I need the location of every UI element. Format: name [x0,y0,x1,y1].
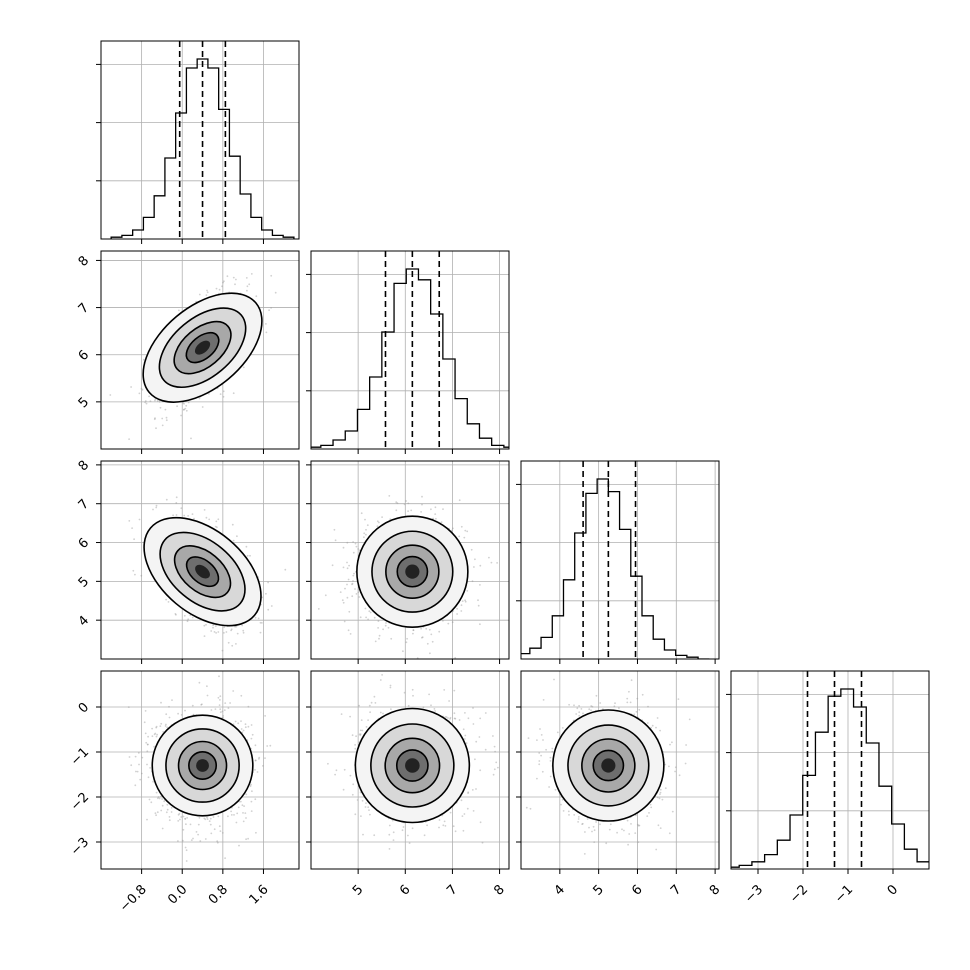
density-fill [152,715,253,816]
contour-1 [159,531,246,612]
panel-frame [730,670,930,870]
scatter-panel-3-1 [306,670,510,874]
contour-lines [151,714,254,817]
density-fill [355,708,470,823]
contour-3 [592,749,625,782]
x-tick-label: −2 [787,882,811,906]
panel-frame [310,250,510,450]
y-tick-label: 8 [76,253,92,269]
histogram-panel-2 [516,460,720,664]
contour-lines [356,515,469,628]
y-tick-label: 6 [76,348,92,364]
panel-frame [100,460,300,660]
contour-2 [177,740,228,791]
x-tick-label: 8 [707,882,723,898]
contour-0 [552,709,665,822]
contour-0 [142,292,263,403]
x-tick-label: −0.8 [117,882,150,915]
contour-2 [173,545,232,599]
histogram-step [110,58,295,239]
contour-3 [396,555,429,588]
scatter-panel-1-0 [96,250,300,454]
histogram-step [311,268,509,448]
contour-1 [567,724,650,807]
contour-0 [356,515,469,628]
y-tick-label: 7 [76,301,92,317]
contour-0 [354,707,471,824]
histogram-panel-0 [96,40,300,244]
x-tick-label: 5 [350,882,366,898]
x-tick-label: −3 [742,882,766,906]
contour-1 [165,728,240,803]
contour-3 [395,749,429,782]
x-tick-label: 4 [552,882,568,898]
panel-frame [520,460,720,660]
panel-frame [310,670,510,870]
contour-1 [370,723,455,808]
x-tick-label: 6 [397,882,413,898]
histogram-panel-1 [306,250,510,454]
y-tick-label: −2 [68,790,92,814]
x-tick-label: 0.0 [165,882,190,907]
density-fill [144,517,261,626]
density-fill [552,710,664,821]
contour-2 [384,737,441,794]
contour-lines [552,709,665,822]
contour-lines [354,707,471,824]
y-tick-label: 0 [76,700,92,716]
contour-2 [385,544,440,599]
panel-frame [100,40,300,240]
y-tick-label: 8 [76,458,92,474]
scatter-panel-2-0 [96,460,300,664]
scatter-panel-3-0 [96,670,300,874]
x-tick-label: 6 [629,882,645,898]
density-fill [356,516,468,628]
y-tick-label: −1 [68,745,92,769]
y-tick-label: 4 [76,613,92,629]
histogram-step [521,478,710,659]
x-tick-label: 0 [885,882,901,898]
scatter-panel-2-1 [306,460,510,664]
x-tick-label: 7 [668,882,684,898]
panel-frame [100,670,300,870]
contour-3 [188,750,218,780]
panel-frame [520,670,720,870]
panel-frame [310,460,510,660]
x-tick-label: 7 [444,882,460,898]
contour-1 [158,307,247,389]
y-tick-label: 7 [76,497,92,513]
contour-lines [143,516,262,627]
contour-0 [143,516,262,627]
x-tick-label: 1.6 [246,882,271,907]
panel-frame [100,250,300,450]
y-tick-label: 5 [76,395,92,411]
y-tick-label: 5 [76,574,92,590]
contour-3 [185,331,220,364]
contour-2 [173,320,232,375]
x-tick-label: 0.8 [206,882,231,907]
contour-1 [371,530,454,613]
y-tick-label: −3 [68,835,92,859]
x-tick-label: 5 [590,882,606,898]
y-tick-label: 6 [76,535,92,551]
x-tick-label: −1 [832,882,856,906]
contour-2 [581,738,636,793]
x-tick-label: 8 [491,882,507,898]
density-fill [143,293,262,403]
histogram-panel-3 [726,670,930,874]
contour-lines [142,292,263,403]
contour-3 [185,556,220,588]
scatter-panel-3-2 [516,670,720,874]
contour-0 [151,714,254,817]
